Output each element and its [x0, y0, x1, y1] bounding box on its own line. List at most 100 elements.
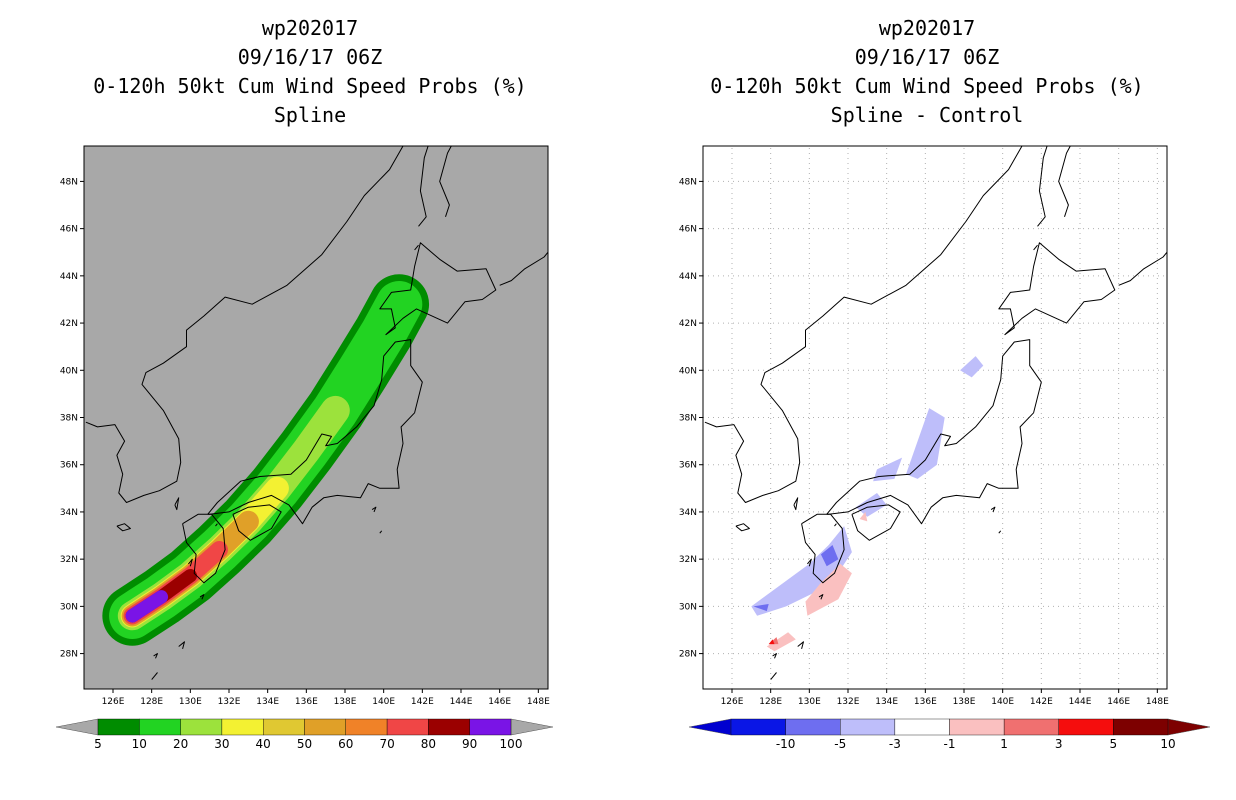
left-coastline — [414, 244, 419, 251]
left-product-title: 0-120h 50kt Cum Wind Speed Probs (%) — [93, 74, 527, 98]
lon-tick-label: 148E — [527, 697, 550, 707]
colorbar-label: 90 — [462, 737, 477, 751]
diff-patch-1 — [766, 632, 796, 652]
right-coastline — [826, 339, 1042, 525]
lat-tick-label: 40N — [60, 366, 78, 376]
left-coastline — [207, 339, 423, 525]
lat-tick-label: 30N — [60, 602, 78, 612]
colorbar-swatch — [345, 718, 388, 736]
colorbar-swatch — [97, 718, 140, 736]
colorbar-label: 1 — [1000, 737, 1008, 751]
lat-tick-label: 30N — [679, 602, 697, 612]
left-map-panel: 126E 128E 130E 132E 134E 136E 138E 140E 142E 144E… — [60, 145, 550, 707]
colorbar-arrow-low — [55, 718, 99, 736]
right-coastline — [834, 523, 837, 527]
left-coastline — [379, 242, 497, 336]
right-title-block: wp202017 09/16/17 06Z 0-120h 50kt Cum Wi… — [647, 14, 1207, 130]
lat-tick-label: 40N — [679, 366, 697, 376]
lat-tick-label: 28N — [679, 650, 697, 660]
left-coastline — [153, 653, 158, 659]
colorbar-label: 5 — [1110, 737, 1118, 751]
lat-tick-label: 36N — [60, 461, 78, 471]
colorbar-label: -1 — [944, 737, 956, 751]
colorbar-label: 60 — [338, 737, 353, 751]
lat-tick-label: 44N — [60, 272, 78, 282]
right-subtitle: Spline - Control — [830, 103, 1024, 127]
right-coastline — [807, 558, 812, 567]
lat-tick-label: 34N — [679, 508, 697, 518]
right-coastline — [772, 653, 777, 659]
right-colorbar: -10 -5 -3 -1 1 3 5 10 — [688, 718, 1211, 751]
left-coastline — [116, 523, 131, 532]
lat-tick-label: 32N — [679, 555, 697, 565]
diff-patch--1 — [906, 408, 945, 479]
colorbar-label: 5 — [94, 737, 102, 751]
lat-tick-label: 46N — [60, 225, 78, 235]
right-coastline — [1037, 146, 1048, 227]
left-coastline — [499, 251, 548, 286]
left-coastline — [199, 594, 205, 600]
right-coastline — [1033, 244, 1038, 251]
lat-tick-label: 46N — [679, 225, 697, 235]
left-coastline — [215, 523, 218, 527]
lat-tick-label: 32N — [60, 555, 78, 565]
left-coastline — [439, 146, 452, 217]
left-colorbar: 5 10 20 30 40 50 60 70 80 90 100 — [55, 718, 554, 751]
diff-patch-5 — [768, 639, 775, 645]
colorbar-label: 10 — [132, 737, 147, 751]
diff-patch-1 — [859, 511, 868, 522]
diff-patch--1 — [751, 526, 852, 616]
left-coastline — [174, 497, 180, 511]
left-title-block: wp202017 09/16/17 06Z 0-120h 50kt Cum Wi… — [30, 14, 590, 130]
left-coastline — [379, 530, 383, 534]
diff-patch--3 — [820, 545, 839, 567]
lat-tick-label: 48N — [60, 177, 78, 187]
right-map-panel: 126E 128E 130E 132E 134E 136E 138E 140E 142E 144E… — [679, 145, 1169, 707]
colorbar-swatch — [894, 718, 950, 736]
colorbar-swatch — [180, 718, 223, 736]
colorbar-swatch — [221, 718, 264, 736]
lon-tick-label: 140E — [372, 697, 395, 707]
lat-tick-label: 28N — [60, 650, 78, 660]
colorbar-label: -10 — [776, 737, 796, 751]
lon-tick-label: 130E — [798, 697, 821, 707]
lat-tick-label: 42N — [679, 319, 697, 329]
right-product-title: 0-120h 50kt Cum Wind Speed Probs (%) — [710, 74, 1144, 98]
left-coastline — [182, 513, 226, 584]
colorbar-label: 50 — [297, 737, 312, 751]
colorbar-swatch — [1113, 718, 1169, 736]
right-coastline — [801, 513, 845, 584]
lon-tick-label: 134E — [875, 697, 898, 707]
colorbar-arrow-high — [510, 718, 554, 736]
right-coastline — [998, 530, 1002, 534]
lat-tick-label: 38N — [679, 414, 697, 424]
lon-tick-label: 136E — [295, 697, 318, 707]
lon-tick-label: 148E — [1146, 697, 1169, 707]
colorbar-swatch — [469, 718, 512, 736]
colorbar-swatch — [730, 718, 786, 736]
colorbar-label: 80 — [421, 737, 436, 751]
colorbar-swatch — [304, 718, 346, 736]
lon-tick-label: 146E — [1107, 697, 1130, 707]
colorbar-label: 40 — [256, 737, 271, 751]
lon-tick-label: 126E — [102, 697, 125, 707]
right-coastline — [990, 506, 996, 513]
colorbar-swatch — [428, 718, 470, 736]
diff-patch--3 — [753, 604, 769, 612]
lon-tick-label: 142E — [1030, 697, 1053, 707]
lon-tick-label: 132E — [837, 697, 860, 707]
colorbar-swatch — [949, 718, 1005, 736]
right-datetime: 09/16/17 06Z — [854, 45, 1000, 69]
left-coastline — [188, 558, 193, 567]
lon-tick-label: 140E — [991, 697, 1014, 707]
left-coastline — [178, 641, 185, 650]
lat-tick-label: 38N — [60, 414, 78, 424]
colorbar-arrow-low — [688, 718, 732, 736]
lon-tick-label: 138E — [334, 697, 357, 707]
colorbar-label: 70 — [379, 737, 394, 751]
lon-tick-label: 142E — [411, 697, 434, 707]
right-coastline — [1118, 251, 1167, 286]
left-coastline — [418, 146, 429, 227]
right-coastline — [735, 523, 750, 532]
